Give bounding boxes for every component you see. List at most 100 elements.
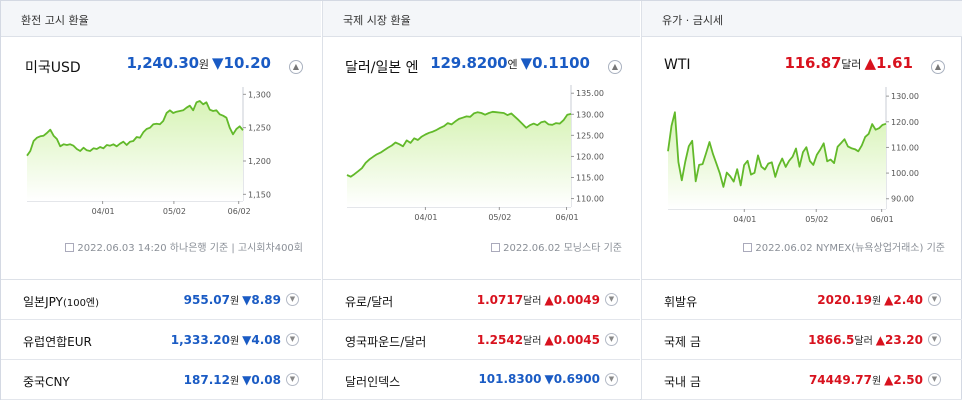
row-unit: 원	[229, 376, 240, 387]
panel-oil-gold: 유가 · 금시세 WTI 116.87달러 ▲1.61 ▲ 130.00 120.0…	[641, 1, 962, 400]
row-change: 0.0049	[553, 293, 600, 307]
main-commodity-name: WTI	[664, 57, 691, 73]
expand-chevron-icon[interactable]: ▼	[286, 293, 299, 306]
row-change: 23.20	[885, 333, 923, 347]
source-info: 2022.06.02 NYMEX(뉴욕상업거래소) 기준	[743, 239, 945, 254]
x-tick-label: 06/01	[556, 213, 579, 222]
panel-header[interactable]: 유가 · 금시세	[642, 1, 962, 37]
row-name-text: 일본JPY	[23, 295, 63, 309]
collapse-chevron-icon[interactable]: ▲	[931, 60, 945, 74]
row-name: 국내 금	[664, 373, 701, 390]
list-item[interactable]: 국제 금 1866.5달러 ▲23.20 ▼	[642, 320, 962, 360]
usd-chart: 1,300 1,250 1,200 1,150 04/01 05/02 06/02	[26, 87, 271, 216]
change-arrow-icon: ▲	[864, 54, 876, 72]
row-unit: 달러	[523, 296, 542, 307]
series-area	[347, 111, 571, 207]
commodity-list: 휘발유 2020.19원 ▲2.40 ▼ 국제 금 1866.5달러 ▲23.20 …	[642, 279, 962, 400]
list-item[interactable]: 유로/달러 1.0717달러 ▲0.0049 ▼	[323, 280, 640, 320]
series-line	[667, 111, 887, 188]
row-name-text: 휘발유	[664, 295, 698, 309]
row-value: 955.07원 ▼8.89	[184, 292, 281, 307]
row-name: 국제 금	[664, 333, 701, 350]
source-info: 2022.06.03 14:20 하나은행 기준 | 고시회차400회	[65, 239, 303, 254]
row-change: 4.08	[251, 333, 281, 347]
change-arrow-icon: ▲	[544, 333, 554, 347]
currency-list: 유로/달러 1.0717달러 ▲0.0049 ▼ 영국파운드/달러 1.2542달…	[323, 279, 640, 400]
expand-chevron-icon[interactable]: ▼	[928, 373, 941, 386]
list-item[interactable]: 휘발유 2020.19원 ▲2.40 ▼	[642, 280, 962, 320]
y-tick-label: 110.00	[576, 195, 604, 204]
expand-chevron-icon[interactable]: ▼	[928, 293, 941, 306]
main-price: 116.87달러 ▲1.61	[785, 54, 914, 72]
y-tick-label: 125.00	[576, 131, 604, 140]
series-line	[26, 100, 244, 157]
row-name: 유럽연합EUR	[23, 333, 92, 350]
source-text: 2022.06.02 모닝스타 기준	[503, 243, 622, 254]
row-price: 1866.5	[808, 333, 855, 347]
x-tick-label: 04/01	[733, 215, 756, 224]
row-change: 2.40	[893, 293, 923, 307]
list-item[interactable]: 영국파운드/달러 1.2542달러 ▲0.0045 ▼	[323, 320, 640, 360]
y-tick-label: 130.00	[891, 92, 919, 101]
expand-chevron-icon[interactable]: ▼	[605, 373, 618, 386]
change-arrow-icon: ▼	[544, 372, 554, 386]
series-area	[27, 101, 243, 201]
panel-header[interactable]: 환전 고시 환율	[1, 1, 321, 37]
main-price: 129.8200엔 ▼0.1100	[430, 54, 590, 72]
x-tick-label: 04/01	[414, 213, 437, 222]
row-value: 2020.19원 ▲2.40	[817, 292, 923, 307]
y-tick-label: 1,300	[248, 90, 271, 99]
y-tick-label: 1,200	[248, 157, 271, 166]
row-name-text: 유로/달러	[345, 295, 394, 309]
change-arrow-icon: ▲	[884, 373, 894, 387]
change-arrow-icon: ▼	[520, 54, 533, 72]
row-price: 1.0717	[476, 293, 524, 307]
list-item[interactable]: 국내 금 74449.77원 ▲2.50 ▼	[642, 360, 962, 400]
row-price: 1,333.20	[170, 333, 230, 347]
expand-chevron-icon[interactable]: ▼	[286, 333, 299, 346]
expand-chevron-icon[interactable]: ▼	[605, 293, 618, 306]
change-arrow-icon: ▼	[242, 373, 252, 387]
source-info: 2022.06.02 모닝스타 기준	[491, 239, 622, 254]
expand-chevron-icon[interactable]: ▼	[286, 373, 299, 386]
row-name-text: 유럽연합EUR	[23, 335, 92, 349]
expand-chevron-icon[interactable]: ▼	[928, 333, 941, 346]
row-name-text: 국제 금	[664, 335, 701, 349]
y-tick-label: 130.00	[576, 110, 604, 119]
price-change: 0.1100	[532, 54, 590, 72]
y-tick-label: 100.00	[891, 169, 919, 178]
row-value: 1,333.20원 ▼4.08	[171, 332, 281, 347]
x-tick-label: 05/02	[163, 207, 186, 216]
change-arrow-icon: ▲	[884, 293, 894, 307]
row-unit: 원	[229, 296, 240, 307]
list-item[interactable]: 유럽연합EUR 1,333.20원 ▼4.08 ▼	[1, 320, 321, 360]
panel-header[interactable]: 국제 시장 환율	[323, 1, 640, 37]
x-tick-label: 05/02	[805, 215, 828, 224]
main-currency-name: 달러/일본 엔	[345, 60, 419, 76]
x-tick-label: 06/02	[228, 207, 251, 216]
price-value: 1,240.30	[126, 54, 199, 72]
y-tick-label: 135.00	[576, 89, 604, 98]
x-tick-label: 06/01	[871, 215, 894, 224]
row-value: 1.2542달러 ▲0.0045	[477, 332, 600, 347]
price-unit: 원	[198, 58, 209, 71]
list-item[interactable]: 중국CNY 187.12원 ▼0.08 ▼	[1, 360, 321, 400]
change-arrow-icon: ▲	[875, 333, 886, 347]
row-name: 유로/달러	[345, 293, 393, 310]
list-item[interactable]: 일본JPY(100엔) 955.07원 ▼8.89 ▼	[1, 280, 321, 320]
document-icon	[491, 243, 501, 252]
list-item[interactable]: 달러인덱스 101.8300 ▼0.6900 ▼	[323, 360, 640, 400]
row-unit: 달러	[854, 336, 873, 347]
y-tick-label: 120.00	[576, 152, 604, 161]
collapse-chevron-icon[interactable]: ▲	[608, 60, 622, 74]
price-unit: 달러	[841, 58, 862, 71]
change-arrow-icon: ▼	[242, 333, 252, 347]
row-change: 0.08	[251, 373, 281, 387]
y-tick-label: 120.00	[891, 118, 919, 127]
price-unit: 엔	[507, 58, 518, 71]
row-change: 8.89	[251, 293, 281, 307]
collapse-chevron-icon[interactable]: ▲	[289, 60, 303, 74]
expand-chevron-icon[interactable]: ▼	[605, 333, 618, 346]
source-text: 2022.06.02 NYMEX(뉴욕상업거래소) 기준	[755, 243, 945, 254]
